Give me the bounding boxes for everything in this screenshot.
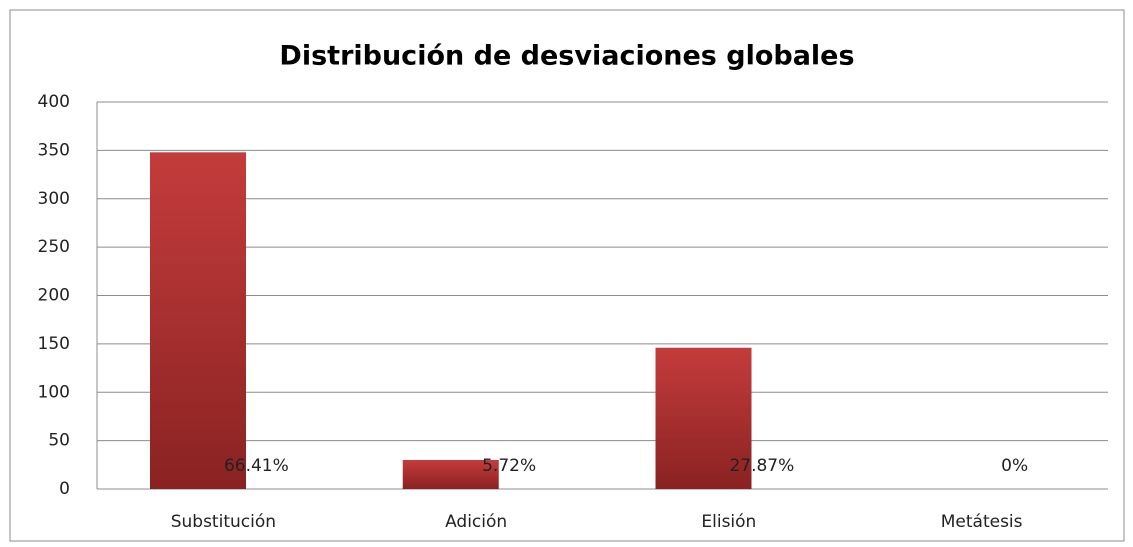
data-label: 0% <box>1001 456 1028 476</box>
y-tick-label: 0 <box>59 479 70 499</box>
data-label: 27.87% <box>729 456 794 476</box>
y-tick-label: 350 <box>38 140 70 160</box>
bar <box>655 347 752 489</box>
data-label: 66.41% <box>224 456 289 476</box>
y-tick-label: 150 <box>38 334 70 354</box>
y-tick-label: 400 <box>38 92 70 112</box>
data-label: 5.72% <box>482 456 536 476</box>
x-tick-label: Substitución <box>171 512 276 532</box>
x-tick-label: Metátesis <box>941 512 1023 532</box>
y-tick-label: 250 <box>38 237 70 257</box>
chart-title: Distribución de desviaciones globales <box>279 41 854 72</box>
bar <box>402 459 499 489</box>
y-tick-label: 300 <box>38 189 70 209</box>
bar <box>150 152 246 489</box>
y-tick-label: 100 <box>38 382 70 402</box>
y-tick-label: 50 <box>48 431 70 451</box>
x-tick-label: Elisión <box>701 512 756 532</box>
x-tick-label: Adición <box>445 512 507 532</box>
y-tick-label: 200 <box>38 286 70 306</box>
